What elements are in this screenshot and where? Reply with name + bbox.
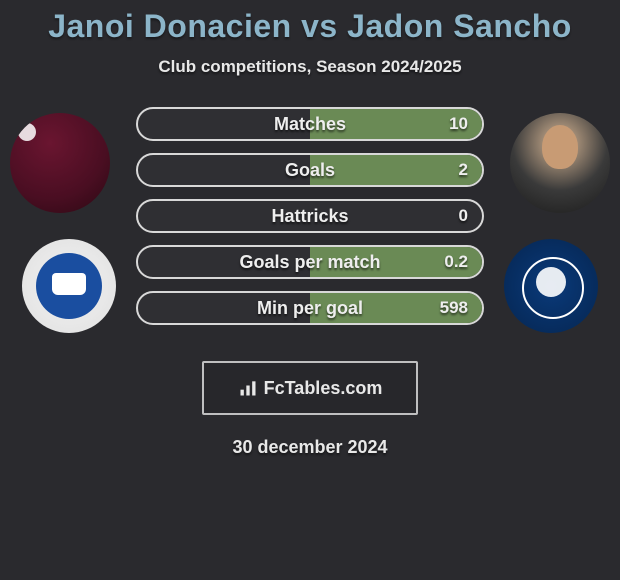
club-left-badge — [22, 239, 116, 333]
comparison-card: Janoi Donacien vs Jadon Sancho Club comp… — [0, 0, 620, 580]
stat-value-right: 0.2 — [444, 247, 468, 277]
club-right-badge — [504, 239, 598, 333]
stat-row: Hattricks 0 — [136, 199, 484, 233]
content-area: Matches 10 Goals 2 Hattricks 0 — [0, 107, 620, 337]
stat-row: Matches 10 — [136, 107, 484, 141]
bar-fill-right — [310, 155, 482, 185]
subtitle: Club competitions, Season 2024/2025 — [0, 57, 620, 77]
date-text: 30 december 2024 — [0, 437, 620, 458]
watermark: FcTables.com — [202, 361, 418, 415]
player-left-avatar — [10, 113, 110, 213]
stat-row: Goals per match 0.2 — [136, 245, 484, 279]
stat-value-right: 598 — [440, 293, 468, 323]
page-title: Janoi Donacien vs Jadon Sancho — [0, 8, 620, 45]
stat-bars: Matches 10 Goals 2 Hattricks 0 — [136, 107, 484, 337]
stat-row: Goals 2 — [136, 153, 484, 187]
bar-chart-icon — [238, 378, 258, 398]
stat-label: Hattricks — [138, 201, 482, 231]
stat-value-right: 0 — [459, 201, 468, 231]
stat-value-right: 2 — [459, 155, 468, 185]
stat-value-right: 10 — [449, 109, 468, 139]
stat-row: Min per goal 598 — [136, 291, 484, 325]
watermark-text: FcTables.com — [264, 378, 383, 399]
player-right-avatar — [510, 113, 610, 213]
